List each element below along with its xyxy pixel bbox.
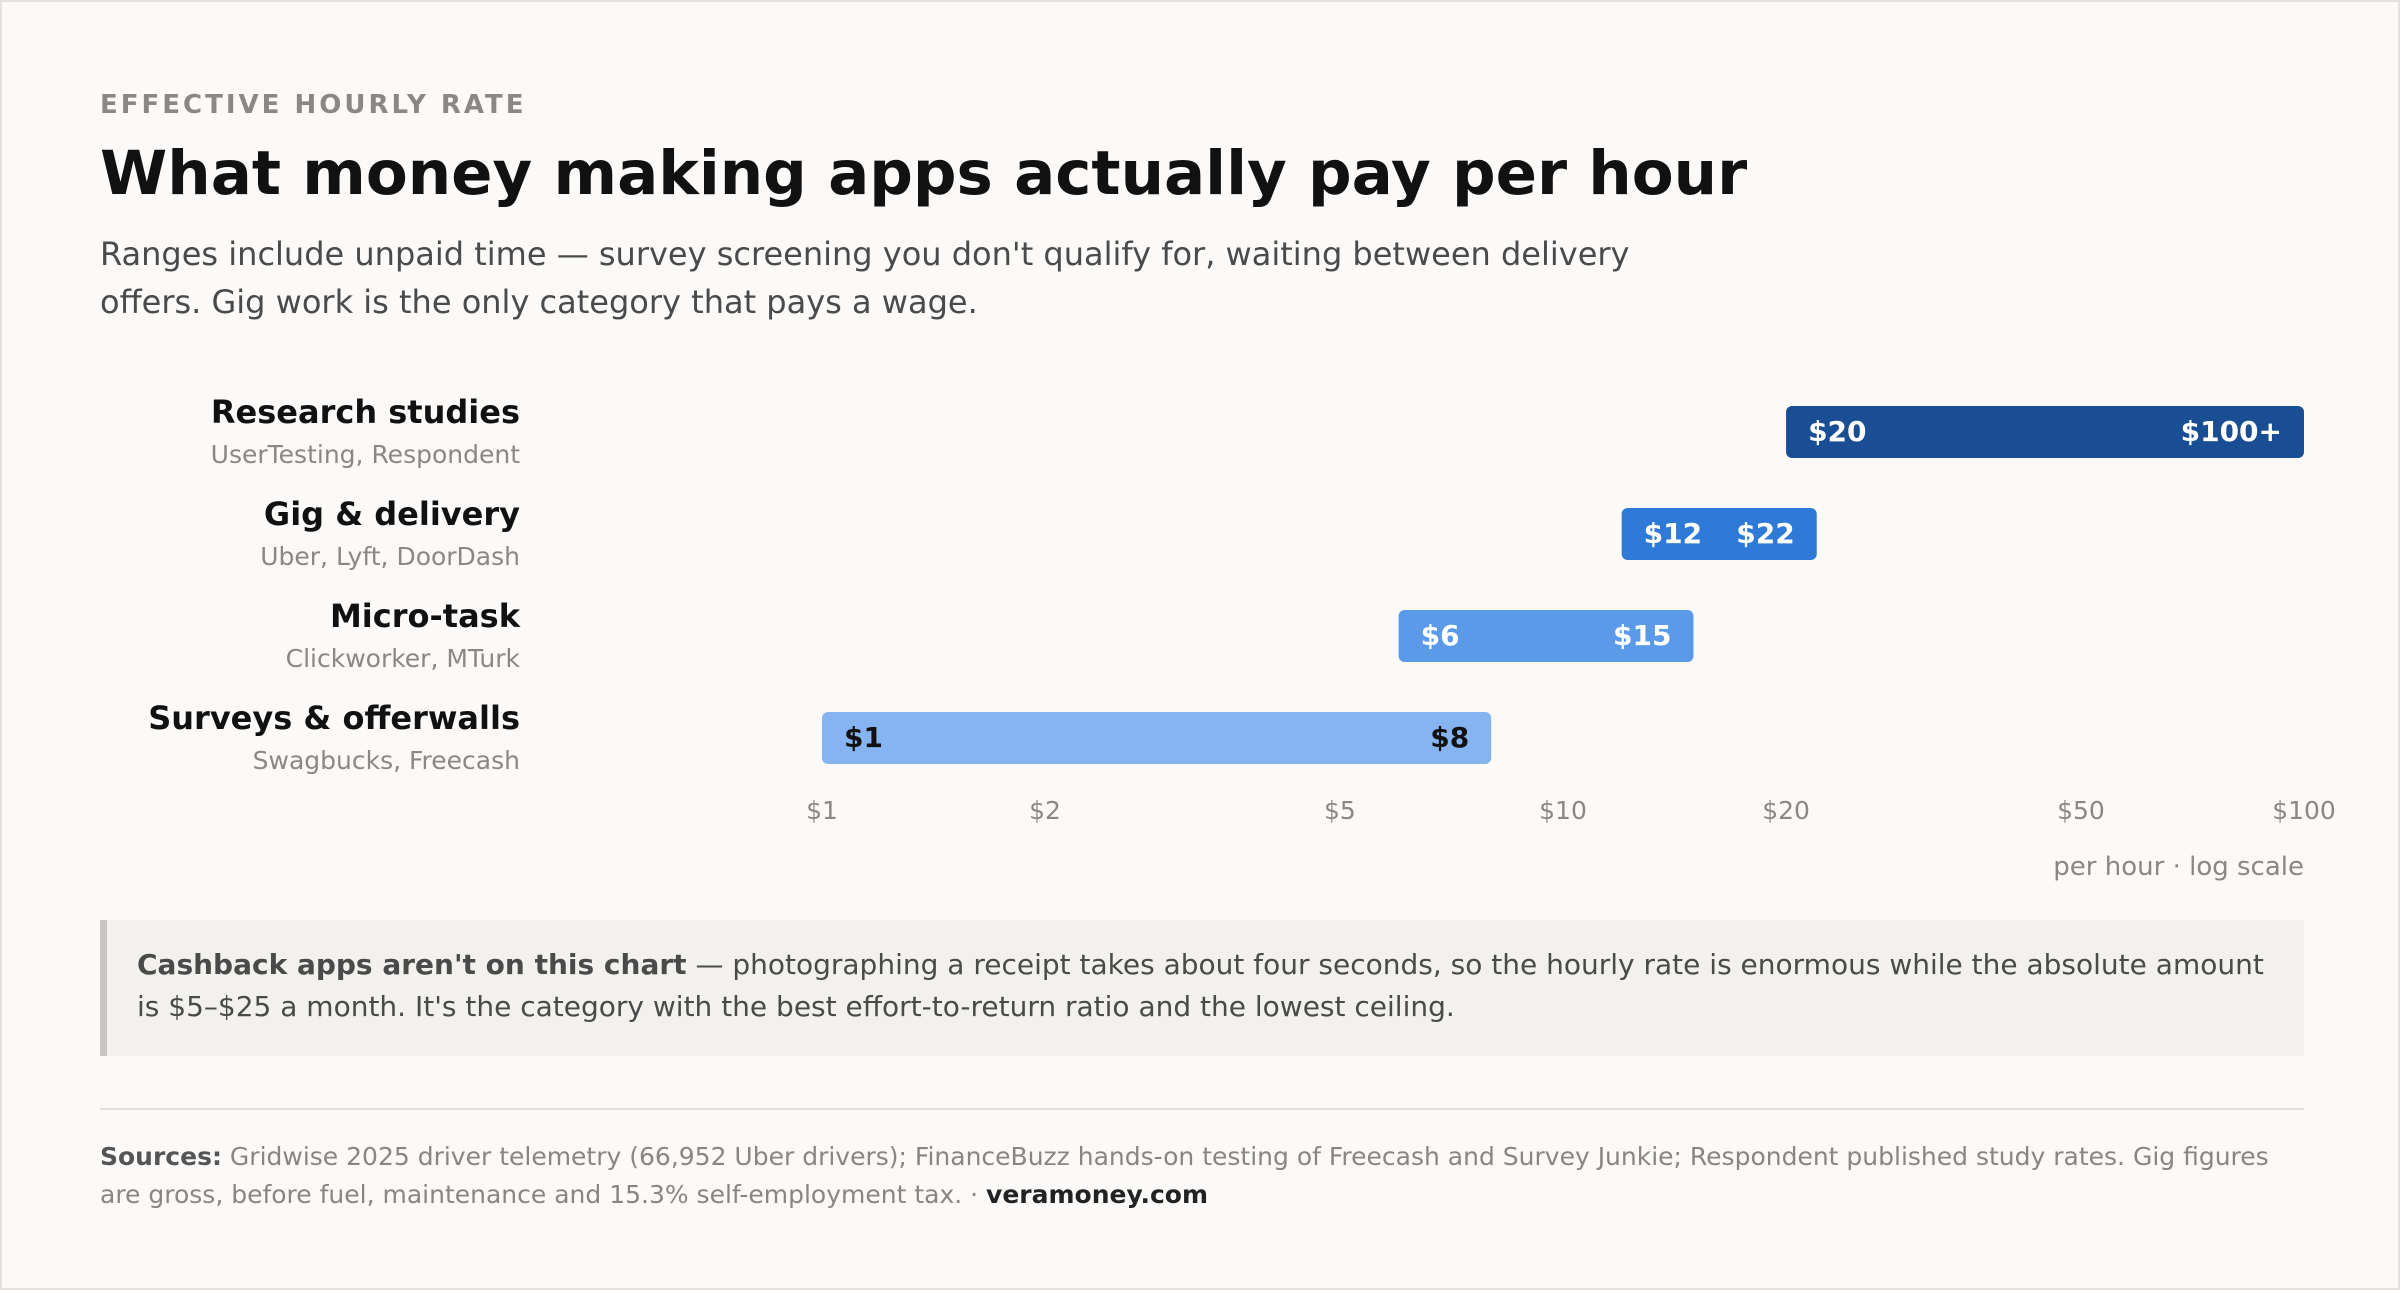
range-bar-research-studies <box>1786 406 2304 458</box>
range-chart: Research studies UserTesting, Respondent $… <box>148 393 2336 882</box>
range-low-label-gig-delivery: $12 <box>1644 517 1702 550</box>
category-label-research-studies: Research studies <box>211 393 520 431</box>
category-examples-research-studies: UserTesting, Respondent <box>211 440 521 469</box>
callout-note-text: — photographing a receipt takes about fo… <box>137 948 2264 1023</box>
range-low-label-micro-task: $6 <box>1421 619 1460 652</box>
chart-subtitle: Ranges include unpaid time — survey scre… <box>100 235 1630 321</box>
category-label-gig-delivery: Gig & delivery <box>264 495 520 533</box>
x-tick-label: $100 <box>2272 796 2336 825</box>
x-axis-unit-label: per hour · log scale <box>2053 852 2304 882</box>
category-examples-micro-task: Clickworker, MTurk <box>286 644 521 673</box>
category-label-surveys-offerwalls: Surveys & offerwalls <box>148 699 520 737</box>
x-tick-label: $50 <box>2057 796 2105 825</box>
x-tick-label: $20 <box>1762 796 1810 825</box>
divider <box>100 1108 2304 1110</box>
range-high-label-micro-task: $15 <box>1613 619 1671 652</box>
range-high-label-surveys-offerwalls: $8 <box>1430 721 1469 754</box>
sources-label: Sources: <box>100 1142 222 1171</box>
range-bar-micro-task <box>1398 610 1694 662</box>
range-low-label-research-studies: $20 <box>1808 415 1866 448</box>
callout-note-heading: Cashback apps aren't on this chart <box>137 948 687 981</box>
eyebrow: EFFECTIVE HOURLY RATE <box>100 90 527 120</box>
sources-text: Gridwise 2025 driver telemetry (66,952 U… <box>100 1142 2269 1209</box>
category-label-micro-task: Micro-task <box>330 597 521 635</box>
chart-title: What money making apps actually pay per … <box>100 138 1748 209</box>
sources: Sources: Gridwise 2025 driver telemetry … <box>100 1138 2310 1214</box>
callout-note: Cashback apps aren't on this chart — pho… <box>100 920 2304 1056</box>
range-high-label-gig-delivery: $22 <box>1736 517 1794 550</box>
source-site-link[interactable]: veramoney.com <box>986 1180 1209 1209</box>
x-tick-label: $2 <box>1029 796 1061 825</box>
range-high-label-research-studies: $100+ <box>2181 415 2282 448</box>
x-tick-label: $1 <box>806 796 838 825</box>
x-tick-label: $10 <box>1539 796 1587 825</box>
category-examples-surveys-offerwalls: Swagbucks, Freecash <box>253 746 520 775</box>
range-low-label-surveys-offerwalls: $1 <box>844 721 883 754</box>
range-bar-gig-delivery <box>1621 508 1817 560</box>
x-tick-label: $5 <box>1324 796 1356 825</box>
range-bar-surveys-offerwalls <box>822 712 1492 764</box>
category-examples-gig-delivery: Uber, Lyft, DoorDash <box>260 542 520 571</box>
